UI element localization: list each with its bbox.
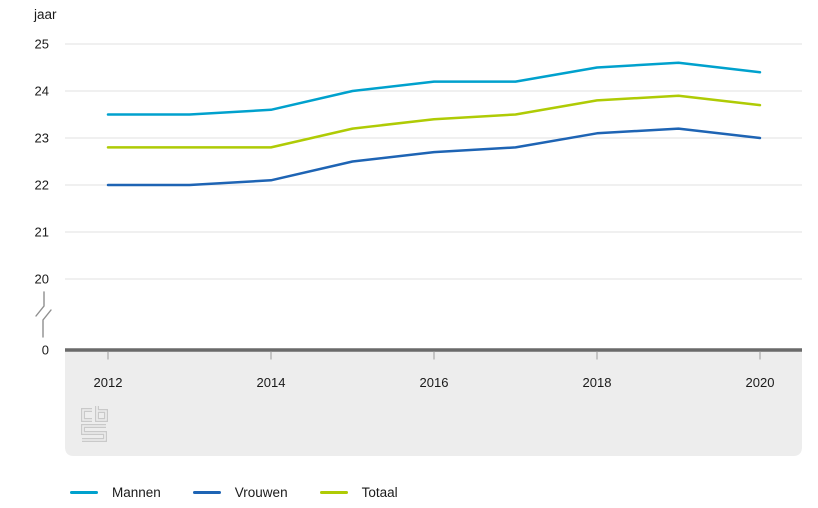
y-tick-label: 21 bbox=[35, 225, 49, 240]
legend-label-mannen: Mannen bbox=[112, 485, 161, 500]
series-line-mannen bbox=[106, 61, 762, 116]
gridlines bbox=[65, 43, 802, 280]
series-line-totaal bbox=[106, 94, 762, 149]
x-axis: 2012 2014 2016 2018 2020 bbox=[65, 348, 802, 390]
y-tick-label: 20 bbox=[35, 272, 49, 287]
x-axis-band bbox=[65, 351, 802, 456]
y-tick-label: 25 bbox=[35, 37, 49, 52]
x-tick-label: 2012 bbox=[94, 375, 123, 390]
legend-item-vrouwen[interactable]: Vrouwen bbox=[192, 485, 288, 500]
legend: Mannen Vrouwen Totaal bbox=[70, 485, 398, 500]
y-tick-label: 24 bbox=[35, 84, 49, 99]
legend-item-totaal[interactable]: Totaal bbox=[319, 485, 398, 500]
legend-swatch-vrouwen bbox=[192, 491, 221, 494]
plot-area: 25 24 23 22 21 20 0 2012 2014 2016 2018 2020 bbox=[35, 37, 802, 456]
legend-label-vrouwen: Vrouwen bbox=[234, 485, 288, 500]
x-tick-label: 2016 bbox=[420, 375, 449, 390]
y-tick-label: 23 bbox=[35, 131, 49, 146]
y-tick-label-zero: 0 bbox=[42, 343, 49, 358]
y-tick-label: 22 bbox=[35, 178, 49, 193]
x-tick-label: 2014 bbox=[257, 375, 286, 390]
x-tick-label: 2018 bbox=[583, 375, 612, 390]
axis-break-icon bbox=[35, 291, 52, 338]
legend-swatch-mannen bbox=[70, 491, 98, 494]
legend-item-mannen[interactable]: Mannen bbox=[70, 485, 161, 500]
legend-label-totaal: Totaal bbox=[361, 485, 398, 500]
cbs-logo-icon bbox=[81, 406, 108, 442]
legend-swatch-totaal bbox=[319, 491, 348, 494]
data-series bbox=[106, 61, 762, 187]
series-line-vrouwen bbox=[106, 127, 762, 187]
x-tick-label: 2020 bbox=[746, 375, 775, 390]
x-axis-band-fill bbox=[65, 351, 802, 456]
y-axis-unit-label: jaar bbox=[34, 7, 57, 22]
y-axis-tick-labels: 25 24 23 22 21 20 0 bbox=[35, 37, 49, 358]
